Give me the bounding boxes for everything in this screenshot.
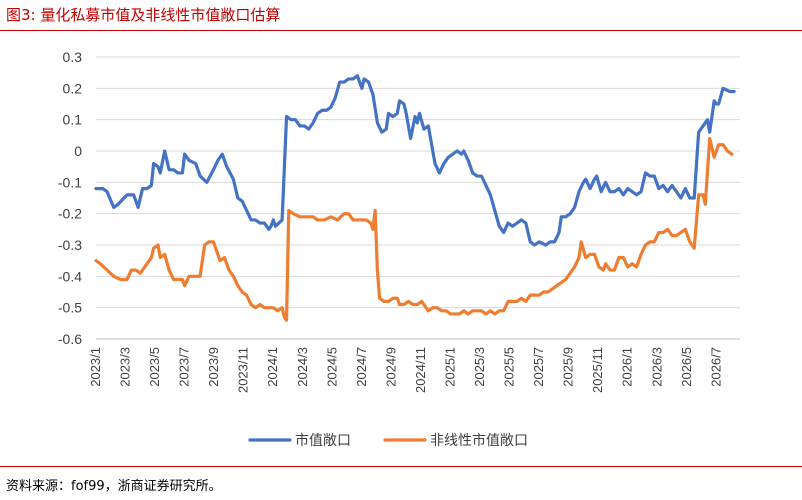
figure-title: 图3: 量化私募市值及非线性市值敞口估算 <box>6 6 281 24</box>
x-tick-label: 2023/5 <box>147 347 162 387</box>
x-axis-ticks: 2023/1 2023/3 2023/5 2023/7 2023/9 2023/11 202… <box>88 347 723 393</box>
x-tick-label: 2024/11 <box>413 347 428 393</box>
series-line-market-exposure <box>94 74 736 247</box>
x-tick-label: 2026/7 <box>708 347 723 387</box>
x-tick-label: 2025/9 <box>561 347 576 387</box>
series-line-nonlinear-exposure <box>94 136 734 322</box>
source-note: 资料来源：fof99，浙商证券研究所。 <box>6 479 222 494</box>
x-tick-label: 2025/1 <box>442 347 457 387</box>
y-tick-label: 0.3 <box>63 49 83 65</box>
series-lines <box>94 74 736 322</box>
y-tick-label: -0.5 <box>58 300 82 316</box>
x-tick-label: 2024/3 <box>295 347 310 387</box>
y-tick-label: 0.1 <box>63 112 83 128</box>
x-tick-label: 2024/1 <box>265 347 280 387</box>
x-tick-label: 2023/11 <box>236 347 251 393</box>
x-tick-label: 2024/5 <box>324 347 339 387</box>
x-tick-label: 2023/1 <box>88 347 103 387</box>
gridlines <box>96 56 740 340</box>
y-tick-label: 0 <box>74 143 82 159</box>
legend-label: 非线性市值敞口 <box>430 432 528 449</box>
legend-label: 市值敞口 <box>295 432 351 449</box>
y-tick-label: -0.2 <box>58 206 82 222</box>
x-tick-label: 2026/1 <box>620 347 635 387</box>
x-tick-label: 2023/3 <box>118 347 133 387</box>
x-tick-label: 2025/3 <box>472 347 487 387</box>
y-tick-label: -0.4 <box>58 268 82 284</box>
x-tick-label: 2024/9 <box>383 347 398 387</box>
x-tick-label: 2026/5 <box>679 347 694 387</box>
x-tick-label: 2024/7 <box>354 347 369 387</box>
title-rule <box>0 30 802 31</box>
line-chart: 0.3 0.2 0.1 0 -0.1 -0.2 -0.3 -0.4 -0.5 -0.6 2023/… <box>58 49 740 449</box>
legend: 市值敞口 非线性市值敞口 <box>248 432 528 449</box>
footer-rule <box>0 466 802 467</box>
x-tick-label: 2026/3 <box>649 347 664 387</box>
x-tick-label: 2023/9 <box>206 347 221 387</box>
x-tick-label: 2025/5 <box>502 347 517 387</box>
y-tick-label: -0.3 <box>58 237 82 253</box>
x-tick-label: 2025/7 <box>531 347 546 387</box>
x-tick-label: 2025/11 <box>590 347 605 393</box>
x-tick-label: 2023/7 <box>177 347 192 387</box>
y-axis-ticks: 0.3 0.2 0.1 0 -0.1 -0.2 -0.3 -0.4 -0.5 -0.6 <box>58 49 82 347</box>
y-tick-label: -0.6 <box>58 331 82 347</box>
y-tick-label: -0.1 <box>58 174 82 190</box>
y-tick-label: 0.2 <box>63 80 83 96</box>
